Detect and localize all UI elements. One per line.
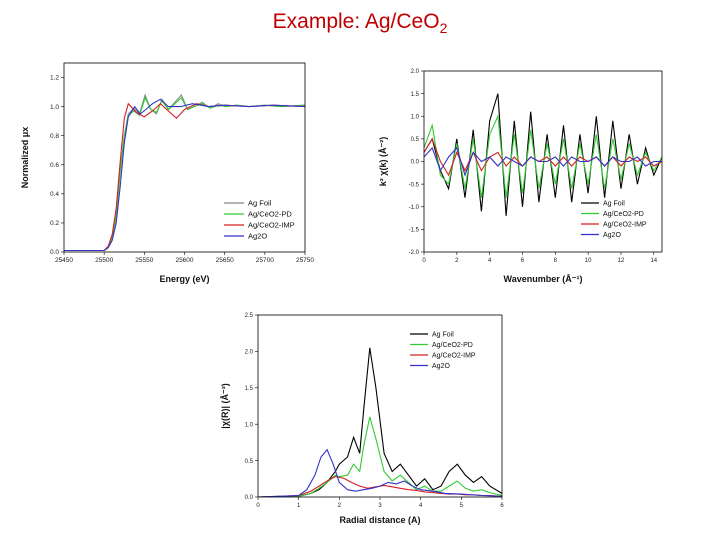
y-tick-label: 1.0 [245,422,254,428]
series-line-0 [258,347,502,497]
y-tick-label: -1.0 [409,205,420,211]
x-tick-label: 25450 [55,257,73,264]
x-tick-label: 14 [650,258,657,264]
series-line-3 [258,448,502,497]
x-tick-label: 12 [618,258,625,264]
x-tick-label: 10 [585,258,592,264]
chart-xanes: 25450 25500 25550 25600 25650 25700 25750 0.0 0.… [20,62,314,284]
y-tick-label: 1.0 [50,104,59,111]
x-tick-label: 25700 [256,257,274,264]
y-tick-label: 0.0 [411,160,420,166]
chart-exafs-k: 0 2 4 6 8 10 12 14 -2.0 -1.5 -1.0 -0.5 0.0 0.5 1.0 1.5 2… [378,69,663,284]
x-tick-label: 2 [338,503,342,509]
y-axis-label: k² χ(k) (Å⁻²) [378,137,388,186]
legend-label: Ag Foil [432,332,454,339]
series-line-1 [258,416,502,497]
x-axis-label: Energy (eV) [159,274,209,284]
legend-label: Ag Foil [248,199,272,208]
series-line-2 [424,137,662,177]
y-tick-label: -2.0 [409,250,420,256]
slide-title-subscript: 2 [439,20,448,37]
legend-label: Ag2O [248,232,267,241]
x-tick-label: 8 [554,258,558,264]
y-tick-label: 0.0 [50,249,59,256]
y-tick-label: 2.0 [245,350,254,356]
slide-title: Example: Ag/CeO2 [0,10,720,36]
legend-label: Ag/CeO2-PD [432,342,473,349]
x-tick-label: 25600 [175,257,193,264]
y-tick-label: 1.5 [411,92,420,98]
y-tick-label: 1.5 [245,386,254,392]
series-line-3 [64,98,305,252]
slide-title-main: Example: Ag/CeO [272,10,440,33]
x-tick-label: 0 [256,503,260,509]
legend-label: Ag2O [603,232,621,239]
series-line-1 [424,114,662,198]
x-tick-label: 1 [297,503,301,509]
x-tick-label: 25650 [216,257,234,264]
y-tick-label: 0.6 [50,162,59,169]
y-tick-label: -0.5 [409,182,420,188]
x-tick-label: 2 [455,258,459,264]
y-tick-label: 0.2 [50,220,59,227]
y-axis-label: |χ(R)| (Å⁻³) [220,383,230,428]
y-tick-label: 0.8 [50,133,59,140]
x-tick-label: 3 [378,503,382,509]
legend-label: Ag/CeO2-IMP [248,221,295,230]
legend-label: Ag/CeO2-PD [603,211,644,218]
y-tick-label: 0.0 [245,495,254,501]
x-tick-label: 6 [500,503,504,509]
legend-label: Ag Foil [603,201,625,208]
x-tick-label: 0 [422,258,426,264]
x-tick-label: 5 [460,503,464,509]
y-tick-label: 2.5 [245,313,254,319]
y-tick-label: 0.5 [411,137,420,143]
x-tick-label: 4 [419,503,423,509]
x-tick-label: 25750 [296,257,314,264]
legend-label: Ag2O [432,363,450,370]
x-tick-label: 4 [488,258,492,264]
y-tick-label: 2.0 [411,69,420,75]
series-line-3 [424,146,662,177]
x-tick-label: 25500 [95,257,113,264]
chart-exafs-r: 0 1 2 3 4 5 6 0.0 0.5 1.0 1.5 2.0 2.5 Radial distance… [220,313,504,525]
x-axis-label: Radial distance (A) [339,515,420,525]
y-axis-label: Normalized μx [20,127,30,189]
legend-label: Ag/CeO2-IMP [432,353,476,360]
y-tick-label: 1.2 [50,75,59,82]
y-tick-label: -1.5 [409,228,420,234]
y-tick-label: 0.4 [50,191,59,198]
y-tick-label: 1.0 [411,114,420,120]
legend-label: Ag/CeO2-IMP [603,222,647,229]
x-tick-label: 25550 [135,257,153,264]
legend-label: Ag/CeO2-PD [248,210,292,219]
x-axis-label: Wavenumber (Å⁻¹) [504,274,583,284]
y-tick-label: 0.5 [245,459,254,465]
x-tick-label: 6 [521,258,525,264]
